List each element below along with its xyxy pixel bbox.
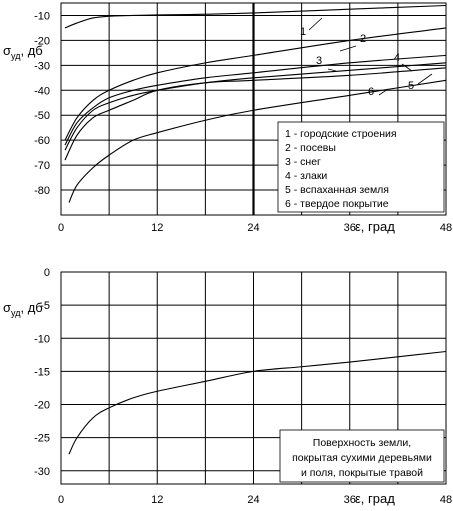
annotation-line-3: и поля, покрытые травой	[301, 467, 423, 479]
y-tick-label: -70	[34, 160, 50, 172]
curve-label-leader	[340, 46, 356, 51]
curve-label-1: 1	[300, 26, 306, 38]
legend-item-5: 5 - вспаханная земля	[285, 184, 389, 196]
x-tick-label: 48	[440, 222, 452, 234]
curve-label-leader	[309, 18, 322, 30]
chart-top-x-axis-label: ε, град	[355, 219, 395, 234]
chart-top: -10-20-30-40-50-60-70-80 0 12 24 36 48 123 45…	[3, 3, 452, 234]
y-tick-label: -30	[34, 60, 50, 72]
legend-item-6: 6 - твердое покрытие	[285, 198, 389, 210]
legend-item-4: 4 - злаки	[285, 170, 327, 182]
chart-bottom-y-ticks: 0-5-10-15-20-25-30	[34, 267, 50, 478]
x-tick-label: 24	[247, 222, 259, 234]
series-line-1	[65, 5, 446, 27]
annotation-line-1: Поверхность земли,	[313, 437, 411, 449]
curve-label-3: 3	[316, 55, 322, 67]
y-tick-label: -30	[34, 466, 50, 478]
chart-bottom: 0-5-10-15-20-25-30 0 12 24 36 48 σуд, дб ε, …	[3, 267, 452, 506]
chart-bottom-y-axis-label: σуд, дб	[3, 300, 43, 318]
chart-bottom-annotation: Поверхность земли, покрытая сухими дерев…	[280, 430, 444, 482]
x-tick-label: 12	[151, 222, 163, 234]
x-tick-label: 0	[58, 222, 64, 234]
curve-label-5: 5	[408, 80, 414, 92]
curve-label-6: 6	[368, 86, 374, 98]
x-tick-label: 12	[151, 494, 163, 506]
legend-item-1: 1 - городские строения	[285, 128, 397, 140]
y-tick-label: -10	[34, 10, 50, 22]
annotation-line-2: покрытая сухими деревьями	[292, 452, 432, 464]
legend-item-3: 3 - снег	[285, 156, 321, 168]
y-tick-label: -10	[34, 333, 50, 345]
chart-top-y-ticks: -10-20-30-40-50-60-70-80	[34, 10, 50, 197]
legend-item-2: 2 - посевы	[285, 142, 336, 154]
curve-label-2: 2	[360, 33, 366, 45]
y-tick-label: -80	[34, 185, 50, 197]
x-tick-label: 24	[247, 494, 259, 506]
y-tick-label: -15	[34, 366, 50, 378]
x-tick-label: 0	[58, 494, 64, 506]
y-tick-label: -25	[34, 433, 50, 445]
chart-bottom-x-axis-label: ε, град	[355, 491, 395, 506]
curve-label-leader	[328, 69, 336, 71]
curve-label-4: 4	[394, 52, 400, 64]
chart-top-legend: 1 - городские строения 2 - посевы 3 - сн…	[278, 122, 444, 212]
y-tick-label: -50	[34, 110, 50, 122]
y-tick-label: 0	[44, 267, 50, 279]
y-tick-label: -60	[34, 135, 50, 147]
y-tick-label: -40	[34, 85, 50, 97]
chart-top-y-axis-label: σуд, дб	[3, 43, 43, 61]
y-tick-label: -20	[34, 400, 50, 412]
x-tick-label: 48	[440, 494, 452, 506]
